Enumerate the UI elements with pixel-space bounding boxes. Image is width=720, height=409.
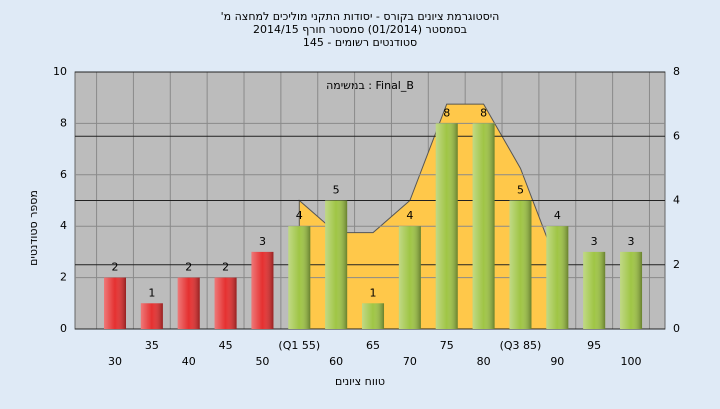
- y-tick-label: 6: [60, 168, 67, 181]
- x-tick-label: 70: [403, 355, 417, 368]
- x-tick-label: 100: [621, 355, 642, 368]
- x-tick-label: 75: [440, 339, 454, 352]
- x-tick-label: 80: [477, 355, 491, 368]
- value-label: 5: [517, 184, 524, 197]
- x-tick-label: 45: [219, 339, 233, 352]
- y2-tick-label: 4: [673, 194, 680, 207]
- bar-shade: [325, 200, 348, 329]
- value-label: 2: [185, 261, 192, 274]
- x-tick-label: 40: [182, 355, 196, 368]
- value-label: 2: [112, 261, 119, 274]
- bar-shade: [435, 123, 458, 330]
- chart-subtitle: בסמסטר (01/2014) סמסטר חורף 2014/15: [253, 23, 467, 36]
- bar-shade: [288, 226, 311, 329]
- x-tick-label: 90: [550, 355, 564, 368]
- y2-tick-label: 6: [673, 129, 680, 142]
- x-tick-label: 35: [145, 339, 159, 352]
- value-label: 2: [222, 261, 229, 274]
- x-tick-label: 50: [255, 355, 269, 368]
- x-tick-label: 65: [366, 339, 380, 352]
- value-label: 4: [406, 209, 413, 222]
- value-label: 1: [148, 286, 155, 299]
- chart-subtitle: סטודנטים רשומים - 145: [303, 36, 417, 49]
- value-label: 8: [480, 106, 487, 119]
- y2-tick-label: 0: [673, 322, 680, 335]
- y2-tick-label: 2: [673, 258, 680, 271]
- value-label: 5: [333, 184, 340, 197]
- value-label: 4: [554, 209, 561, 222]
- bar-shade: [214, 277, 237, 329]
- y-tick-label: 2: [60, 271, 67, 284]
- bar-shade: [177, 277, 200, 329]
- y-axis-label: מספר סטודנטים: [27, 190, 40, 266]
- x-tick-label: 60: [329, 355, 343, 368]
- annotation: במשימה : Final_B: [326, 79, 414, 92]
- value-label: 3: [259, 235, 266, 248]
- bar-shade: [362, 303, 385, 329]
- bar-shade: [398, 226, 421, 329]
- bar-shade: [546, 226, 569, 329]
- value-label: 8: [443, 106, 450, 119]
- value-label: 3: [628, 235, 635, 248]
- x-tick-label: 95: [587, 339, 601, 352]
- value-label: 1: [370, 286, 377, 299]
- bar-shade: [583, 251, 606, 329]
- x-tick-label: (Q1 55): [278, 339, 320, 352]
- bar-shade: [620, 251, 643, 329]
- y-tick-label: 4: [60, 219, 67, 232]
- bar-shade: [104, 277, 126, 329]
- bar-shade: [140, 303, 163, 329]
- x-tick-label: 30: [108, 355, 122, 368]
- bar-shade: [251, 251, 274, 329]
- value-label: 4: [296, 209, 303, 222]
- x-axis-label: טווח ציונים: [335, 375, 385, 388]
- x-tick-label: (Q3 85): [500, 339, 542, 352]
- y-tick-label: 8: [60, 116, 67, 129]
- chart-title: 'היסטוגרמת ציונים בקורס - יסודות התקני מ…: [221, 10, 500, 23]
- value-label: 3: [591, 235, 598, 248]
- bar-shade: [509, 200, 532, 329]
- bar-shade: [472, 123, 495, 330]
- y-tick-label: 0: [60, 322, 67, 335]
- y-tick-label: 10: [53, 65, 67, 78]
- y2-tick-label: 8: [673, 65, 680, 78]
